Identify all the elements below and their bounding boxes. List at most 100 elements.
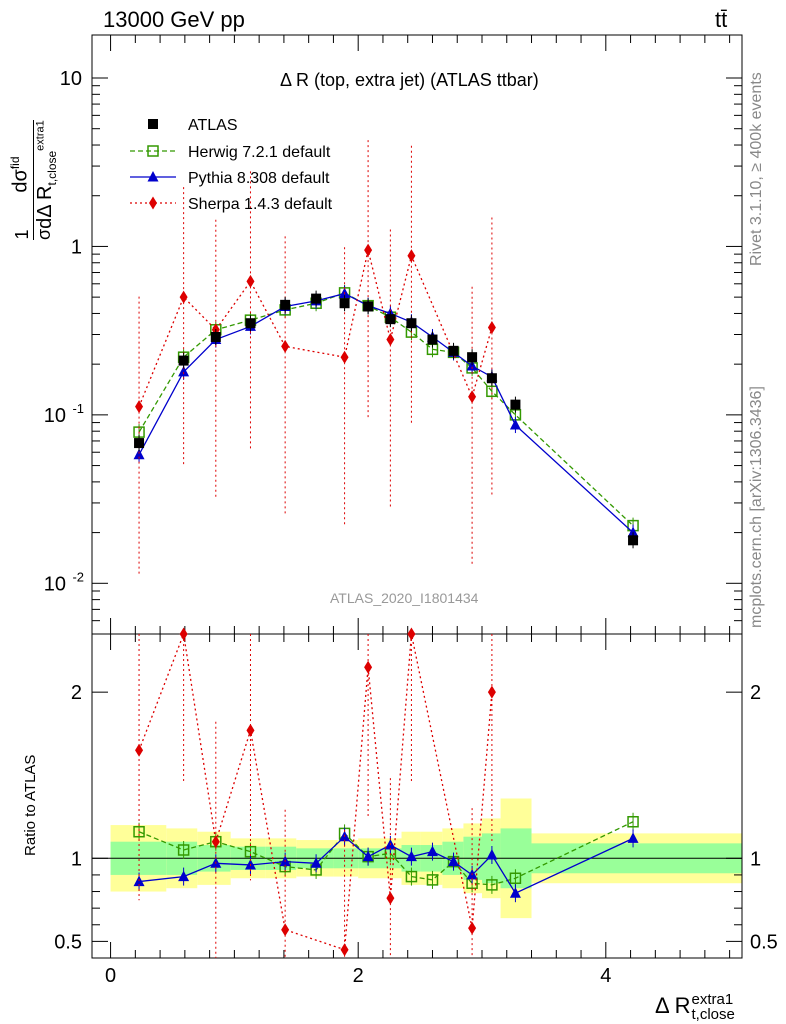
watermark: ATLAS_2020_I1801434	[330, 590, 479, 606]
y-tick-label: 10	[60, 68, 82, 90]
marker-atlas	[178, 355, 189, 366]
marker-herwig	[627, 816, 639, 828]
marker-herwig	[405, 870, 418, 883]
ratio-line-herwig	[138, 821, 634, 886]
ratio-y-tick-label: 1	[71, 848, 82, 870]
marker-atlas	[406, 318, 417, 329]
x-tick-label: 4	[600, 965, 611, 987]
marker-pythia	[178, 365, 190, 377]
marker-sherpa	[386, 333, 395, 347]
legend-label-herwig: Herwig 7.2.1 default	[188, 144, 331, 161]
marker-sherpa	[487, 685, 496, 699]
data-series	[133, 140, 639, 958]
marker-sherpa	[340, 350, 349, 364]
ratio-frame	[91, 633, 743, 959]
y-tick-label-exp: -2	[72, 569, 84, 584]
marker-atlas	[280, 299, 291, 310]
marker-atlas	[385, 314, 396, 325]
y-title-frac: dσfid dΔ Rt,closeextra1	[8, 120, 59, 229]
marker-atlas	[210, 331, 221, 342]
marker-atlas	[339, 298, 350, 309]
marker-atlas	[448, 345, 459, 356]
marker-atlas	[245, 318, 256, 329]
marker-pythia	[627, 832, 639, 843]
marker-sherpa	[407, 627, 416, 641]
marker-herwig	[133, 825, 145, 838]
marker-sherpa	[281, 923, 290, 937]
marker-sherpa	[487, 321, 496, 335]
legend-label-pythia: Pythia 8.308 default	[188, 170, 330, 187]
marker-atlas	[427, 334, 438, 345]
marker-pythia	[466, 360, 478, 371]
marker-atlas	[311, 293, 322, 304]
marker-atlas	[486, 373, 497, 384]
marker-pythia	[486, 848, 498, 860]
marker-sherpa	[468, 390, 477, 404]
marker-atlas	[467, 352, 478, 363]
ratio-line-sherpa	[138, 631, 493, 951]
marker-sherpa	[179, 290, 188, 304]
ratio-y-tick-label-right: 0.5	[750, 931, 778, 953]
marker-sherpa	[364, 660, 373, 674]
marker-sherpa	[246, 274, 255, 288]
line-sherpa	[138, 250, 493, 407]
marker-pythia	[362, 850, 374, 862]
marker-pythia	[310, 857, 322, 868]
ratio-y-tick-label: 2	[71, 682, 82, 704]
marker-pythia	[147, 171, 159, 182]
marker-sherpa	[340, 943, 349, 957]
marker-atlas	[148, 119, 158, 129]
marker-sherpa	[246, 723, 255, 737]
x-tick-label: 2	[353, 965, 364, 987]
ratio-y-axis-title: Ratio to ATLAS	[22, 754, 39, 856]
energy-label: 13000 GeV pp	[103, 7, 245, 32]
marker-herwig	[509, 872, 522, 884]
ratio-line-pythia	[138, 835, 634, 895]
y-tick-label-exp: -1	[72, 401, 84, 416]
y-tick-label: 1	[71, 236, 82, 258]
marker-sherpa	[179, 627, 188, 641]
marker-sherpa	[386, 891, 395, 905]
line-pythia	[138, 292, 634, 534]
plot-title: Δ R (top, extra jet) (ATLAS ttbar)	[280, 70, 539, 90]
mcplots-label: mcplots.cern.ch [arXiv:1306.3436]	[748, 386, 765, 628]
marker-pythia	[448, 855, 460, 867]
marker-sherpa	[149, 196, 157, 210]
legend-label-sherpa: Sherpa 1.4.3 default	[188, 196, 333, 213]
marker-sherpa	[211, 835, 220, 849]
marker-pythia	[509, 419, 521, 430]
marker-pythia	[178, 870, 190, 882]
marker-herwig	[426, 874, 439, 886]
marker-herwig	[147, 145, 159, 157]
line-herwig	[138, 292, 634, 527]
legend-label-atlas: ATLAS	[188, 117, 238, 134]
marker-atlas	[363, 301, 374, 312]
marker-pythia	[509, 887, 521, 898]
marker-pythia	[405, 850, 417, 862]
y-tick-label: 10	[44, 573, 66, 595]
marker-herwig	[177, 844, 190, 856]
marker-sherpa	[468, 921, 477, 935]
marker-pythia	[627, 526, 639, 538]
ratio-y-tick-label-right: 2	[750, 682, 761, 704]
marker-pythia	[426, 845, 438, 857]
marker-atlas	[134, 438, 145, 449]
legend: ATLAS Herwig 7.2.1 default Pythia 8.308 de…	[130, 117, 333, 213]
marker-herwig	[486, 879, 498, 891]
x-tick-label: 0	[105, 965, 116, 987]
rivet-label: Rivet 3.1.10, ≥ 400k events	[748, 72, 765, 266]
marker-pythia	[133, 448, 145, 460]
marker-atlas	[628, 535, 639, 546]
axes-frames: 10 -2 10 -1 1 10 0 2 4 0.5 0.5 1 1 2 2	[44, 34, 778, 987]
marker-sherpa	[135, 400, 144, 414]
marker-sherpa	[364, 243, 373, 257]
marker-sherpa	[281, 339, 290, 353]
marker-herwig	[486, 385, 498, 398]
ratio-y-tick-label-right: 1	[750, 848, 761, 870]
marker-atlas	[510, 399, 521, 410]
ratio-y-tick-label: 0.5	[54, 931, 82, 953]
